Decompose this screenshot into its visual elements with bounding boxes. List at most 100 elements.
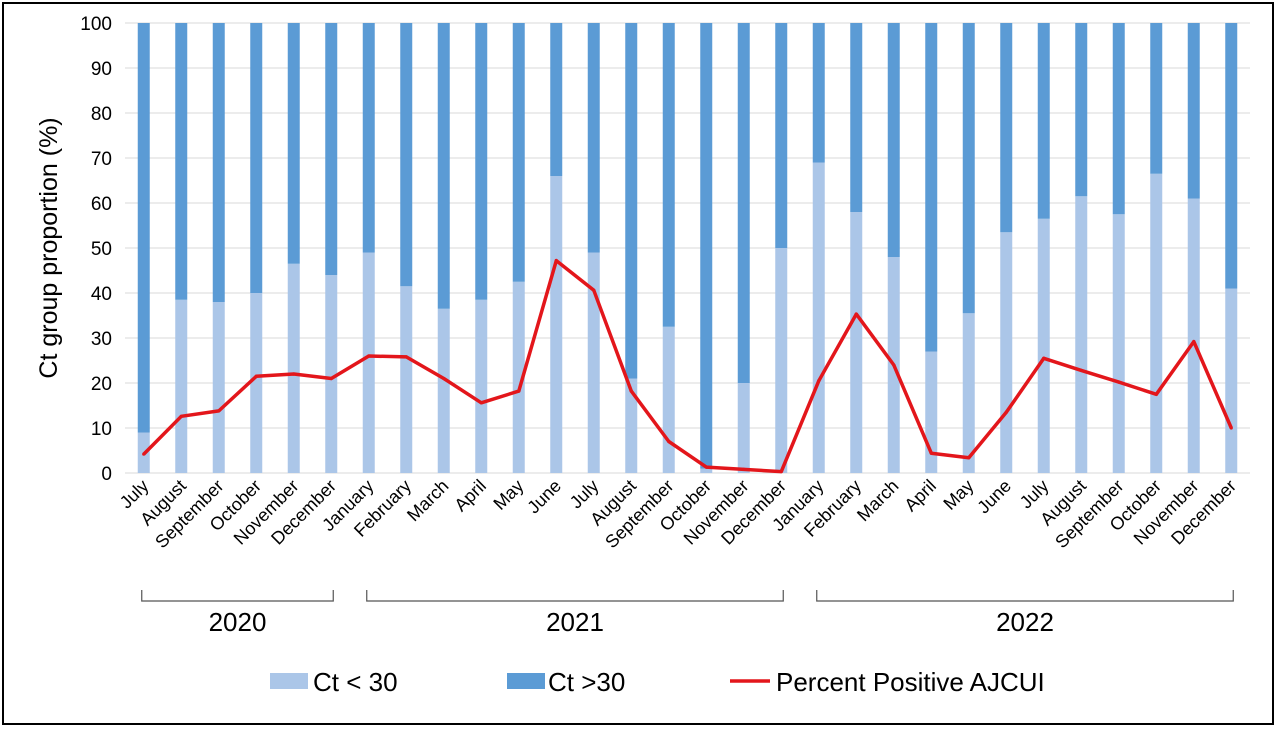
year-groups: 2020 2021 2022: [141, 590, 1234, 637]
percent-positive-point: [404, 355, 408, 359]
year-label: 2021: [546, 607, 604, 637]
bar-ct-above-30: [625, 23, 638, 379]
bar-ct-above-30: [812, 23, 825, 163]
percent-positive-point: [704, 465, 708, 469]
bar-ct-above-30: [925, 23, 938, 352]
percent-positive-point: [817, 379, 821, 383]
bar-ct-below-30: [250, 293, 263, 473]
bar-ct-above-30: [1037, 23, 1050, 219]
bar-ct-below-30: [662, 326, 675, 473]
bar-ct-below-30: [1225, 288, 1238, 473]
y-tick-labels: 0 10 20 30 40 50 60 70 80 90 100: [80, 14, 112, 485]
y-tick-label: 100: [80, 14, 112, 35]
percent-positive-point: [329, 376, 333, 381]
y-tick-label: 0: [101, 464, 112, 485]
bar-ct-below-30: [625, 378, 638, 473]
year-bracket: [816, 590, 1234, 602]
year-bracket: [366, 590, 784, 602]
bar-ct-below-30: [812, 162, 825, 473]
legend-swatch-ct-above-30: [507, 673, 545, 689]
bar-ct-above-30: [550, 23, 563, 176]
bar-ct-above-30: [437, 23, 450, 309]
x-category-label: May: [939, 476, 977, 514]
bar-ct-above-30: [775, 23, 788, 248]
percent-positive-point: [967, 456, 971, 460]
x-category-label: June: [973, 476, 1015, 518]
bar-ct-above-30: [287, 23, 300, 264]
bar-ct-above-30: [212, 23, 225, 302]
bar-ct-below-30: [737, 383, 750, 473]
x-category-labels: JulyAugustSeptemberOctoberNovemberDecemb…: [116, 476, 1240, 552]
y-axis-label: Ct group proportion (%): [35, 117, 63, 378]
bar-ct-below-30: [550, 176, 563, 473]
bar-ct-above-30: [887, 23, 900, 257]
y-tick-label: 40: [91, 284, 112, 305]
legend-label-ct-above-30: Ct >30: [548, 667, 625, 697]
x-category-label: March: [403, 476, 453, 526]
bar-ct-above-30: [587, 23, 600, 253]
bar-ct-below-30: [437, 308, 450, 473]
bar-ct-above-30: [737, 23, 750, 383]
bar-ct-below-30: [287, 263, 300, 473]
percent-positive-point: [779, 470, 783, 474]
bar-ct-above-30: [362, 23, 375, 253]
x-category-label: April: [450, 476, 490, 516]
percent-positive-point: [254, 374, 258, 378]
percent-positive-line: [142, 258, 1233, 474]
bar-ct-below-30: [175, 299, 188, 473]
percent-positive-point: [892, 363, 896, 367]
bar-ct-below-30: [850, 212, 863, 473]
bar-ct-below-30: [400, 286, 413, 473]
bar-ct-above-30: [1225, 23, 1238, 289]
bar-ct-above-30: [1187, 23, 1200, 199]
percent-positive-point: [854, 312, 858, 316]
bar-ct-above-30: [1112, 23, 1125, 215]
bar-ct-below-30: [1112, 214, 1125, 473]
legend-label-percent-positive: Percent Positive AJCUI: [776, 667, 1045, 697]
percent-positive-point: [1192, 340, 1196, 344]
bar-ct-below-30: [1150, 173, 1163, 473]
bar-ct-below-30: [325, 275, 338, 473]
bar-ct-above-30: [1150, 23, 1163, 174]
percent-positive-point: [179, 414, 183, 418]
percent-positive-point: [479, 401, 483, 405]
bar-ct-above-30: [137, 23, 150, 433]
year-label: 2020: [209, 607, 267, 637]
y-tick-label: 50: [91, 239, 112, 260]
percent-positive-point: [367, 354, 371, 358]
bar-ct-below-30: [1187, 198, 1200, 473]
bar-ct-above-30: [962, 23, 975, 314]
bar-ct-below-30: [1075, 196, 1088, 473]
percent-positive-point: [217, 409, 221, 413]
y-tick-label: 10: [91, 419, 112, 440]
bar-ct-below-30: [1000, 232, 1013, 473]
percent-positive-point: [1004, 410, 1008, 414]
bar-ct-above-30: [400, 23, 413, 287]
percent-positive-point: [517, 389, 521, 393]
x-category-label: March: [853, 476, 903, 526]
percent-positive-point: [1079, 368, 1083, 372]
percent-positive-point: [1117, 380, 1121, 384]
x-category-label: June: [523, 476, 565, 518]
bar-ct-below-30: [362, 252, 375, 473]
gridlines: [125, 22, 1250, 474]
percent-positive-point: [592, 288, 596, 292]
percent-positive-point: [1042, 356, 1046, 360]
year-bracket: [141, 590, 334, 602]
bar-ct-above-30: [662, 23, 675, 327]
y-tick-label: 80: [91, 104, 112, 125]
x-category-label: April: [900, 476, 940, 516]
legend-label-ct-below-30: Ct < 30: [313, 667, 398, 697]
percent-positive-point: [442, 376, 446, 381]
bar-ct-above-30: [250, 23, 263, 293]
percent-positive-point: [929, 451, 933, 455]
bar-ct-below-30: [775, 248, 788, 473]
x-category-label: May: [489, 476, 527, 514]
y-tick-label: 20: [91, 374, 112, 395]
bar-ct-above-30: [1075, 23, 1088, 197]
percent-positive-point: [554, 259, 558, 263]
y-tick-label: 90: [91, 59, 112, 80]
legend: Ct < 30 Ct >30 Percent Positive AJCUI: [270, 667, 1045, 697]
